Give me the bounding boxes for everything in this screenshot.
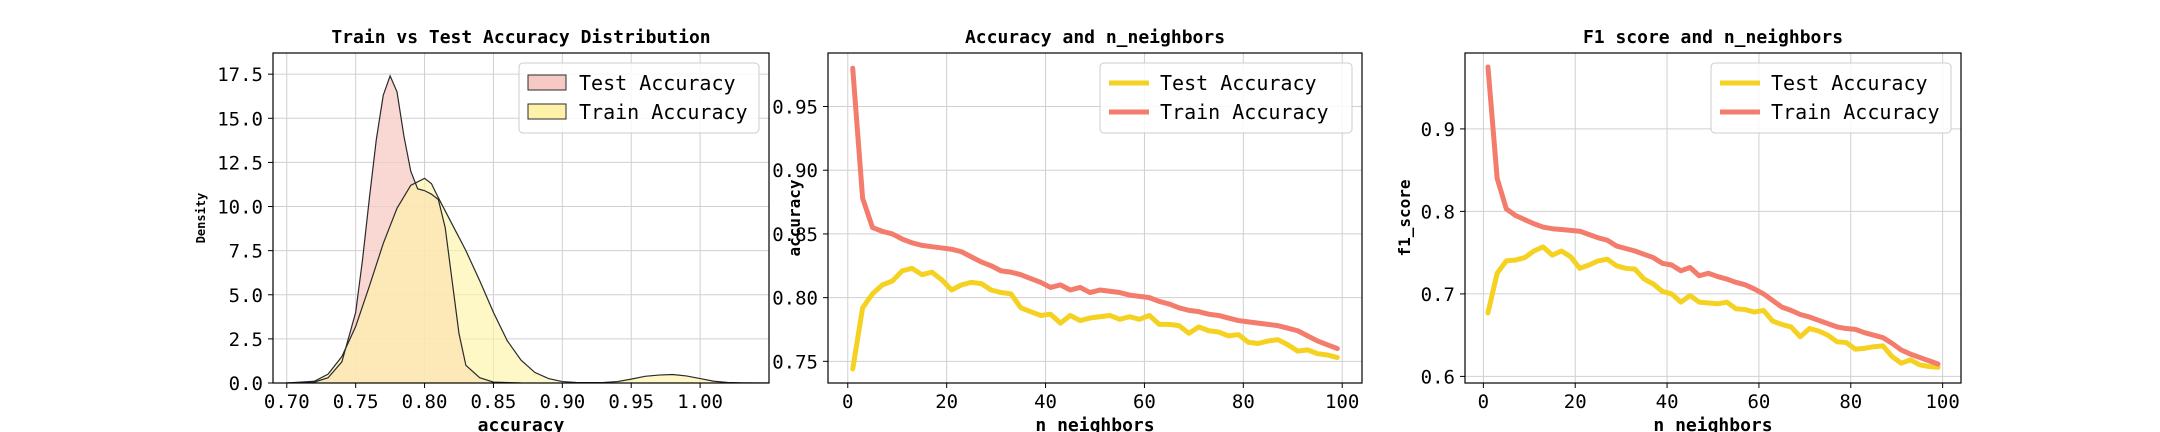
plot-area: [1485, 64, 1941, 370]
kde-area-train: [286, 178, 769, 383]
y-tick-label: 2.5: [229, 329, 263, 351]
x-tick-label: 40: [1656, 391, 1679, 413]
chart-panel-3: 0 20 40 60 80 100 0.6 0.7 0.8 0.9 F1 score and n_n…: [1395, 27, 1962, 432]
x-tick-label: 20: [935, 391, 958, 413]
legend-swatch-train: [527, 103, 567, 120]
x-tick-label: 100: [1925, 391, 1959, 413]
y-tick-label: 0.8: [1421, 201, 1455, 223]
x-tick-label: 60: [1133, 391, 1156, 413]
y-tick-label: 0.7: [1421, 284, 1455, 306]
y-tick-label: 0.0: [229, 373, 263, 395]
x-tick-label: 0.95: [608, 391, 654, 413]
legend: Test Accuracy Train Accuracy: [1099, 62, 1353, 134]
series-line-train: [850, 65, 1340, 352]
chart-panel-1: 0.70 0.75 0.80 0.85 0.90 0.95 1.00 0.0 2.5 5.0 7.5…: [194, 27, 770, 432]
x-tick-label: 0.90: [539, 391, 585, 413]
chart-title: Train vs Test Accuracy Distribution: [331, 27, 710, 48]
x-tick-label: 0.80: [402, 391, 448, 413]
x-tick-label: 0.75: [333, 391, 379, 413]
x-tick-label: 0.70: [264, 391, 310, 413]
x-tick-label: 40: [1034, 391, 1057, 413]
plot-frame: [827, 52, 1363, 384]
y-tick-label: 0.6: [1421, 366, 1455, 388]
chart-title: Accuracy and n_neighbors: [965, 27, 1225, 48]
kde-outline-test: [286, 74, 522, 383]
legend-label: Train Accuracy: [1160, 100, 1329, 124]
x-tick-label: 0: [1478, 391, 1489, 413]
plot-frame: [1464, 52, 1962, 384]
x-tick-label: 0: [842, 391, 853, 413]
x-axis-label: accuracy: [478, 415, 565, 432]
x-tick-label: 80: [1232, 391, 1255, 413]
legend-box: [518, 62, 760, 134]
x-tick-label: 0.85: [471, 391, 517, 413]
x-tick-label: 80: [1839, 391, 1862, 413]
x-tick-label: 100: [1325, 391, 1359, 413]
kde-outline-train: [286, 177, 769, 383]
legend-label: Test Accuracy: [579, 71, 736, 95]
series-line-test: [850, 265, 1340, 372]
y-tick-label: 0.9: [1421, 119, 1455, 141]
y-tick-label: 0.95: [772, 97, 818, 119]
y-axis-label: Density: [194, 193, 208, 244]
y-tick-label: 12.5: [217, 152, 263, 174]
y-tick-label: 15.0: [217, 108, 263, 130]
legend-swatch-test: [527, 74, 567, 91]
plot-area: [850, 65, 1340, 372]
plot-area: [286, 74, 769, 383]
plot-frame: [272, 52, 770, 384]
y-tick-label: 5.0: [229, 285, 263, 307]
x-tick-label: 20: [1564, 391, 1587, 413]
series-line-train: [1485, 64, 1941, 367]
legend-box: [1099, 62, 1353, 134]
y-tick-label: 0.80: [772, 288, 818, 310]
chart-panel-2: 0 20 40 60 80 100 0.75 0.80 0.85 0.90 0.95 Accuracy…: [772, 27, 1363, 432]
x-tick-label: 1.00: [677, 391, 723, 413]
legend: Test Accuracy Train Accuracy: [518, 62, 760, 134]
y-tick-label: 0.75: [772, 351, 818, 373]
x-axis-label: n_neighbors: [1035, 415, 1154, 432]
legend-box: [1710, 62, 1952, 134]
series-line-test: [1485, 244, 1941, 370]
y-tick-label: 17.5: [217, 64, 263, 86]
y-tick-label: 7.5: [229, 241, 263, 263]
legend: Test Accuracy Train Accuracy: [1710, 62, 1952, 134]
x-axis-label: n_neighbors: [1653, 415, 1772, 432]
x-tick-label: 60: [1747, 391, 1770, 413]
y-tick-label: 0.85: [772, 224, 818, 246]
legend-label: Test Accuracy: [1771, 71, 1928, 95]
y-tick-label: 10.0: [217, 197, 263, 219]
y-tick-label: 0.90: [772, 160, 818, 182]
legend-label: Train Accuracy: [1771, 100, 1940, 124]
legend-label: Train Accuracy: [579, 100, 748, 124]
chart-title: F1 score and n_neighbors: [1583, 27, 1843, 48]
y-axis-label: accuracy: [785, 179, 804, 256]
legend-label: Test Accuracy: [1160, 71, 1317, 95]
y-axis-label: f1_score: [1395, 179, 1414, 256]
